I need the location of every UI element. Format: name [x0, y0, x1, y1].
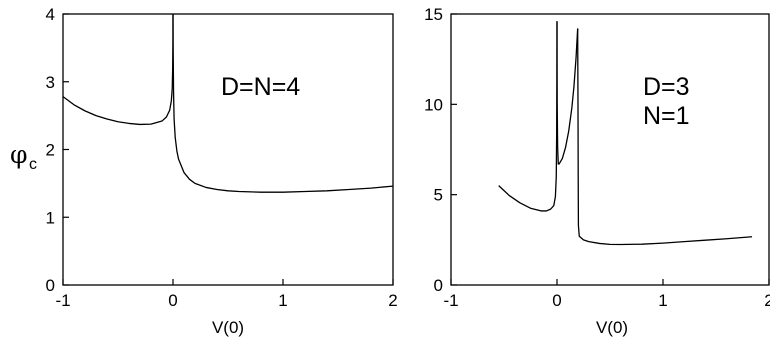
left-phi-curve	[172, 13, 394, 193]
left-x-tick-label: -1	[55, 291, 70, 310]
left-y-tick-label: 2	[46, 141, 55, 160]
left-plot-frame	[62, 13, 394, 286]
left-x-tick-label: 0	[168, 291, 177, 310]
right-annotation-n: N=1	[643, 102, 690, 130]
left-y-axis-label: φ	[10, 140, 28, 169]
left-y-axis-label-subscript: c	[29, 156, 37, 173]
right-y-tick-label: 15	[424, 5, 443, 24]
left-x-tick-label: 2	[388, 291, 397, 310]
right-x-tick-label: -1	[443, 291, 458, 310]
right-x-axis-label: V(0)	[596, 318, 628, 337]
right-x-tick-label: 0	[552, 291, 561, 310]
right-plot-frame	[450, 13, 770, 286]
left-phi-curve	[62, 13, 174, 126]
left-y-tick-label: 1	[46, 208, 55, 227]
left-y-tick-label: 4	[46, 5, 55, 24]
left-y-tick-label: 3	[46, 73, 55, 92]
left-x-axis-label: V(0)	[212, 318, 244, 337]
left-y-tick-label: 0	[46, 276, 55, 295]
right-y-tick-label: 10	[424, 95, 443, 114]
left-annotation: D=N=4	[221, 73, 300, 101]
right-series	[498, 21, 753, 246]
right-x-tick-label: 2	[764, 291, 770, 310]
right-y-tick-label: 0	[434, 276, 443, 295]
right-annotation-d: D=3	[643, 73, 690, 101]
right-x-tick-label: 1	[658, 291, 667, 310]
right-phi-curve	[577, 28, 753, 246]
right-phi-curve	[556, 21, 579, 165]
right-phi-curve	[498, 21, 558, 212]
right-y-tick-label: 5	[434, 186, 443, 205]
left-x-tick-label: 1	[278, 291, 287, 310]
left-series	[62, 13, 394, 193]
